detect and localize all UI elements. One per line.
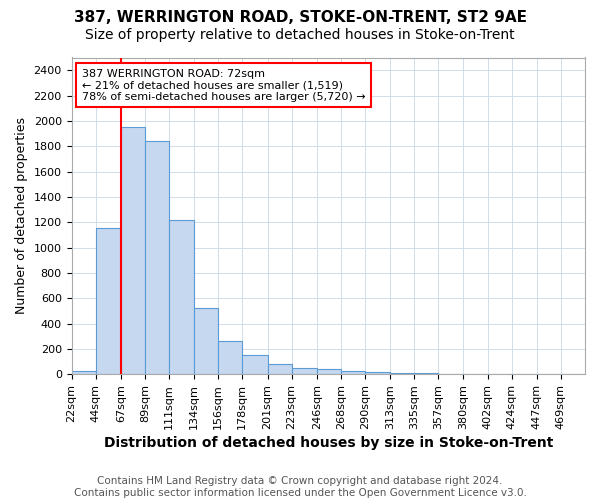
Text: Size of property relative to detached houses in Stoke-on-Trent: Size of property relative to detached ho… — [85, 28, 515, 42]
Bar — [268, 364, 292, 374]
Bar — [95, 228, 121, 374]
Bar — [218, 340, 242, 374]
Bar — [194, 308, 218, 374]
Bar — [145, 141, 169, 374]
Bar — [341, 372, 365, 374]
Bar — [121, 127, 145, 374]
Bar — [292, 368, 317, 374]
Bar — [414, 373, 438, 374]
Y-axis label: Number of detached properties: Number of detached properties — [15, 118, 28, 314]
X-axis label: Distribution of detached houses by size in Stoke-on-Trent: Distribution of detached houses by size … — [104, 436, 553, 450]
Bar — [242, 354, 268, 374]
Bar — [365, 372, 390, 374]
Text: 387, WERRINGTON ROAD, STOKE-ON-TRENT, ST2 9AE: 387, WERRINGTON ROAD, STOKE-ON-TRENT, ST… — [74, 10, 527, 25]
Bar — [71, 371, 95, 374]
Text: 387 WERRINGTON ROAD: 72sqm
← 21% of detached houses are smaller (1,519)
78% of s: 387 WERRINGTON ROAD: 72sqm ← 21% of deta… — [82, 68, 365, 102]
Bar — [169, 220, 194, 374]
Bar — [317, 369, 341, 374]
Text: Contains HM Land Registry data © Crown copyright and database right 2024.
Contai: Contains HM Land Registry data © Crown c… — [74, 476, 526, 498]
Bar — [390, 372, 414, 374]
